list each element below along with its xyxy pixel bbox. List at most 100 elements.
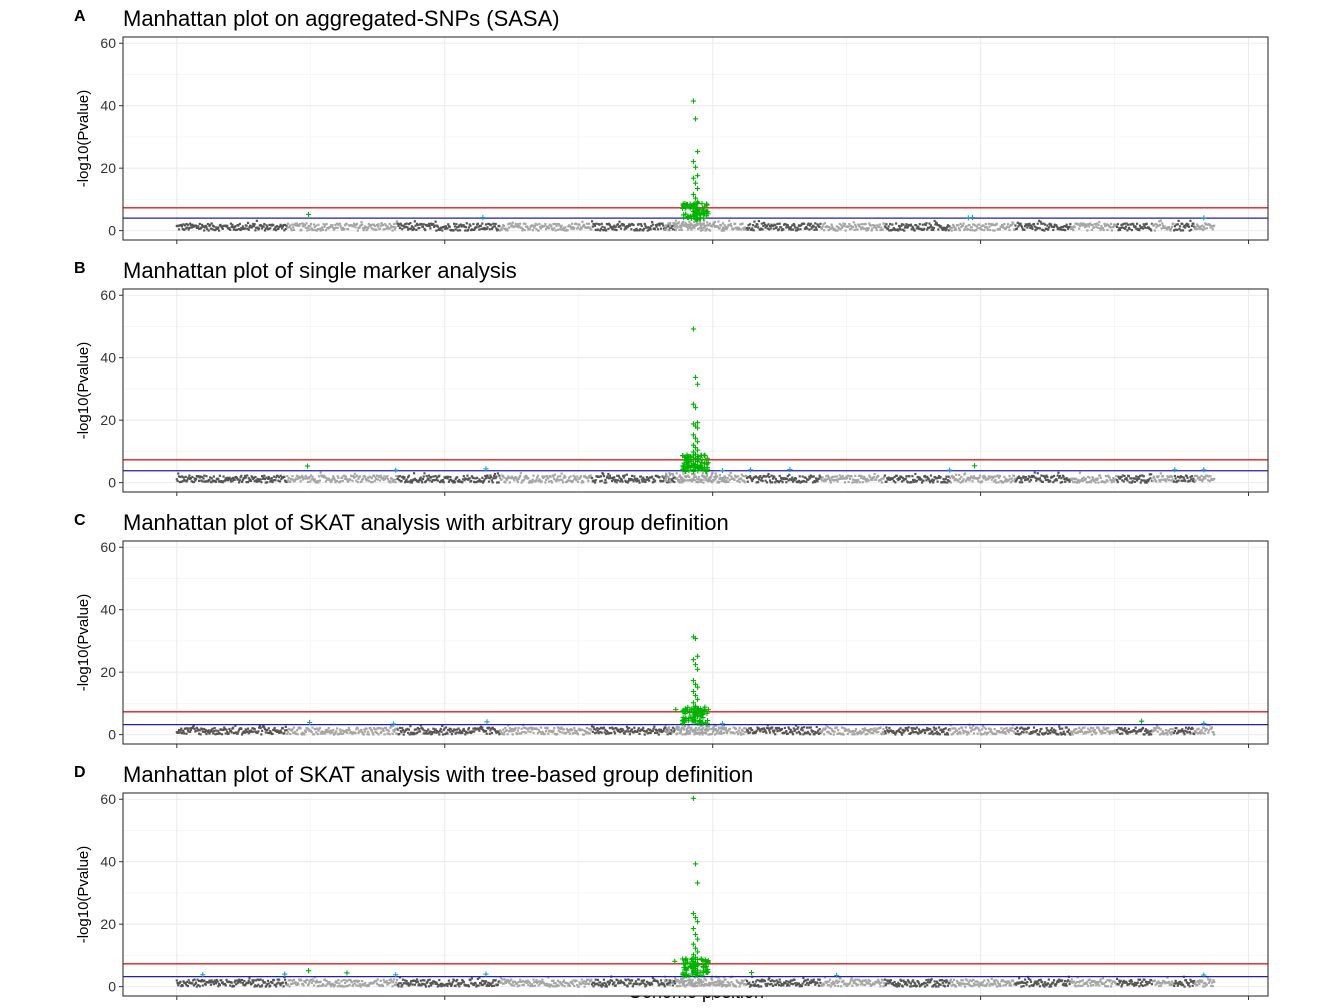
snp-point [412, 478, 415, 481]
snp-point [344, 475, 347, 478]
snp-point [666, 731, 669, 734]
snp-point [972, 477, 975, 480]
snp-point [374, 730, 377, 734]
snp-point [1021, 481, 1024, 484]
snp-point [886, 478, 890, 481]
snp-point [885, 480, 888, 483]
snp-point [242, 983, 245, 987]
snp-point [318, 728, 321, 731]
snp-point [343, 227, 346, 231]
snp-point [421, 477, 425, 481]
snp-point [1038, 227, 1042, 230]
snp-point [676, 728, 680, 732]
snp-point [595, 731, 598, 734]
snp-point [199, 475, 202, 478]
snp-point [852, 478, 855, 481]
snp-point [318, 726, 322, 730]
snp-point [646, 229, 649, 232]
snp-point [745, 474, 748, 477]
snp-point [358, 730, 362, 733]
snp-point [336, 475, 339, 478]
snp-point [250, 982, 253, 985]
snp-point [593, 727, 596, 731]
snp-point [664, 228, 667, 231]
snp-point [917, 475, 920, 479]
snp-point [662, 729, 665, 733]
snp-point [258, 726, 261, 729]
snp-point [774, 478, 778, 481]
snp-point [493, 225, 497, 228]
snp-point [1034, 476, 1037, 479]
snp-point [1179, 229, 1182, 232]
snp-point [224, 732, 227, 735]
snp-point [863, 727, 867, 730]
snp-point [261, 477, 264, 480]
snp-point [593, 732, 597, 735]
snp-point [695, 221, 699, 225]
snp-point [263, 726, 266, 729]
snp-point [883, 222, 886, 225]
snp-point [312, 478, 315, 481]
snp-point [823, 478, 826, 481]
snp-point [793, 479, 796, 482]
snp-point [579, 476, 582, 479]
snp-point [1202, 225, 1205, 228]
snp-point [254, 984, 257, 987]
snp-point [1022, 731, 1025, 734]
snp-point [372, 228, 375, 231]
snp-point [1181, 475, 1184, 479]
snp-point [687, 479, 690, 482]
snp-point [318, 227, 322, 231]
snp-point [1130, 481, 1133, 484]
snp-point [252, 222, 255, 226]
snp-point [315, 229, 319, 232]
significant-snp-marker [690, 657, 697, 663]
snp-point [181, 480, 184, 483]
snp-point [1035, 729, 1039, 732]
snp-point [648, 728, 651, 731]
outlier-snp-marker [484, 719, 490, 725]
snp-point [278, 476, 281, 479]
snp-point [517, 226, 520, 229]
snp-point [463, 479, 466, 482]
snp-point [480, 227, 483, 230]
snp-point [200, 979, 204, 982]
snp-point [263, 229, 267, 232]
snp-point [461, 478, 465, 481]
snp-point [599, 730, 602, 734]
snp-point [408, 733, 411, 736]
snp-point [900, 731, 903, 734]
snp-point [677, 221, 680, 224]
snp-point [633, 475, 636, 478]
snp-point [404, 729, 407, 733]
snp-point [744, 727, 747, 730]
snp-point [970, 726, 973, 730]
snp-point [1064, 733, 1067, 736]
snp-point [688, 731, 691, 734]
snp-point [187, 979, 190, 982]
outlier-snp-marker [971, 463, 978, 469]
snp-point [954, 226, 957, 229]
snp-point [535, 478, 538, 481]
snp-point [610, 726, 614, 729]
snp-point [1170, 227, 1173, 230]
significant-snp-marker [692, 180, 699, 186]
snp-point [813, 733, 816, 736]
snp-point [667, 475, 670, 479]
significant-snp-marker [692, 374, 699, 380]
snp-point [622, 476, 626, 479]
snp-point [1003, 479, 1007, 482]
snp-point [691, 224, 695, 227]
snp-point [388, 222, 391, 226]
snp-point [670, 729, 673, 732]
snp-point [1012, 474, 1016, 477]
snp-point [313, 226, 316, 229]
snp-point [290, 729, 293, 732]
snp-point [579, 228, 582, 231]
snp-point [322, 474, 325, 477]
snp-point [352, 222, 356, 225]
snp-point [410, 225, 413, 228]
snp-point [914, 472, 917, 476]
significant-snp-marker [680, 709, 686, 715]
snp-point [992, 480, 996, 483]
